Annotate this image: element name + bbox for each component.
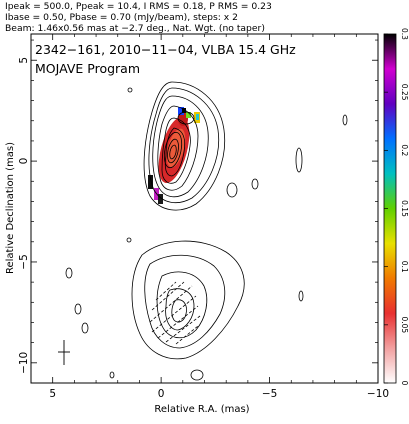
- beam-marker: [58, 340, 70, 365]
- noise-contour-12: [126, 237, 132, 243]
- contour-level-3: [152, 95, 209, 198]
- noise-contour-11: [127, 87, 133, 93]
- noise-contour-10: [109, 371, 115, 379]
- colorbar-tick-label: 0.05: [400, 316, 409, 333]
- noise-contour-9: [190, 369, 204, 381]
- noise-contour-8: [298, 290, 304, 302]
- pol-region-black-3: [182, 108, 186, 113]
- noise-contour-7: [81, 322, 89, 334]
- noise-contour-6: [74, 303, 82, 315]
- contour-level-2: [148, 87, 220, 204]
- contour-level-4: [157, 105, 199, 191]
- contour-level-9: [169, 144, 177, 160]
- x-axis-ticks: 5 0 −5 −10: [30, 34, 389, 400]
- jet-contour-3: [156, 271, 208, 339]
- colorbar-tick-label: 0.2: [400, 144, 409, 156]
- pol-region-cyan: [196, 114, 199, 120]
- jet-contour-5: [171, 299, 187, 323]
- colorbar-tick-label: 0.3: [400, 28, 409, 40]
- colorbar-tick-label: 0.15: [400, 200, 409, 217]
- source-title: 2342−161, 2010−11−04, VLBA 15.4 GHz: [35, 42, 296, 57]
- y-tick-label: −10: [18, 352, 30, 374]
- x-tick-label: −5: [262, 388, 277, 400]
- southern-jet-contours: [131, 240, 245, 360]
- y-axis-label: Relative Declination (mas): [5, 142, 16, 274]
- image-layer: [58, 81, 348, 381]
- jet-contour-4: [165, 288, 195, 331]
- pol-region-black-2: [158, 194, 163, 204]
- y-tick-label: −5: [18, 254, 30, 269]
- pol-region-black-1: [148, 175, 153, 189]
- header-line-3: Beam: 1.46x0.56 mas at −2.7 deg., Nat. W…: [5, 23, 265, 34]
- x-tick-label: 0: [158, 388, 165, 400]
- pol-region-blue: [178, 107, 184, 115]
- contour-level-1: [143, 81, 226, 211]
- plot-frame: [30, 33, 379, 384]
- header-line-1: Ipeak = 500.0, Ppeak = 10.4, I RMS = 0.1…: [5, 1, 272, 12]
- colorbar-tick-label: 0.25: [400, 84, 409, 101]
- x-tick-label: −10: [367, 388, 389, 400]
- y-tick-label: 0: [18, 158, 30, 165]
- header-line-2: Ibase = 0.50, Pbase = 0.70 (mJy/beam), s…: [5, 12, 238, 23]
- contour-level-7: [163, 131, 183, 169]
- contour-knot-nw: [177, 111, 195, 125]
- program-name: MOJAVE Program: [35, 61, 140, 76]
- jet-hatching: [149, 281, 201, 345]
- colorbar-ticks: 0 0.05 0.1 0.15 0.2 0.25 0.3: [384, 28, 409, 386]
- x-axis-label: Relative R.A. (mas): [154, 404, 249, 415]
- x-tick-label: 5: [49, 388, 56, 400]
- jet-contour-2: [144, 254, 226, 349]
- y-tick-label: 5: [18, 57, 30, 64]
- jet-contour-1: [131, 240, 245, 360]
- y-axis-ticks: 5 0 −5 −10: [18, 39, 378, 384]
- core-contours: [143, 81, 226, 211]
- colorbar-tick-label: 0: [400, 381, 409, 386]
- contour-level-5: [161, 117, 191, 184]
- contour-level-6: [164, 127, 186, 177]
- noise-contour-1: [295, 147, 303, 173]
- polarization-color-map: [148, 107, 200, 204]
- contour-level-8: [167, 138, 179, 164]
- noise-contour-5: [65, 267, 73, 279]
- pol-region-green: [186, 112, 191, 118]
- noise-contour-2: [342, 114, 348, 126]
- noise-contour-3: [226, 182, 238, 198]
- colorbar-tick-label: 0.1: [400, 261, 409, 273]
- noise-contour-4: [251, 178, 259, 190]
- noise-contours: [65, 87, 348, 381]
